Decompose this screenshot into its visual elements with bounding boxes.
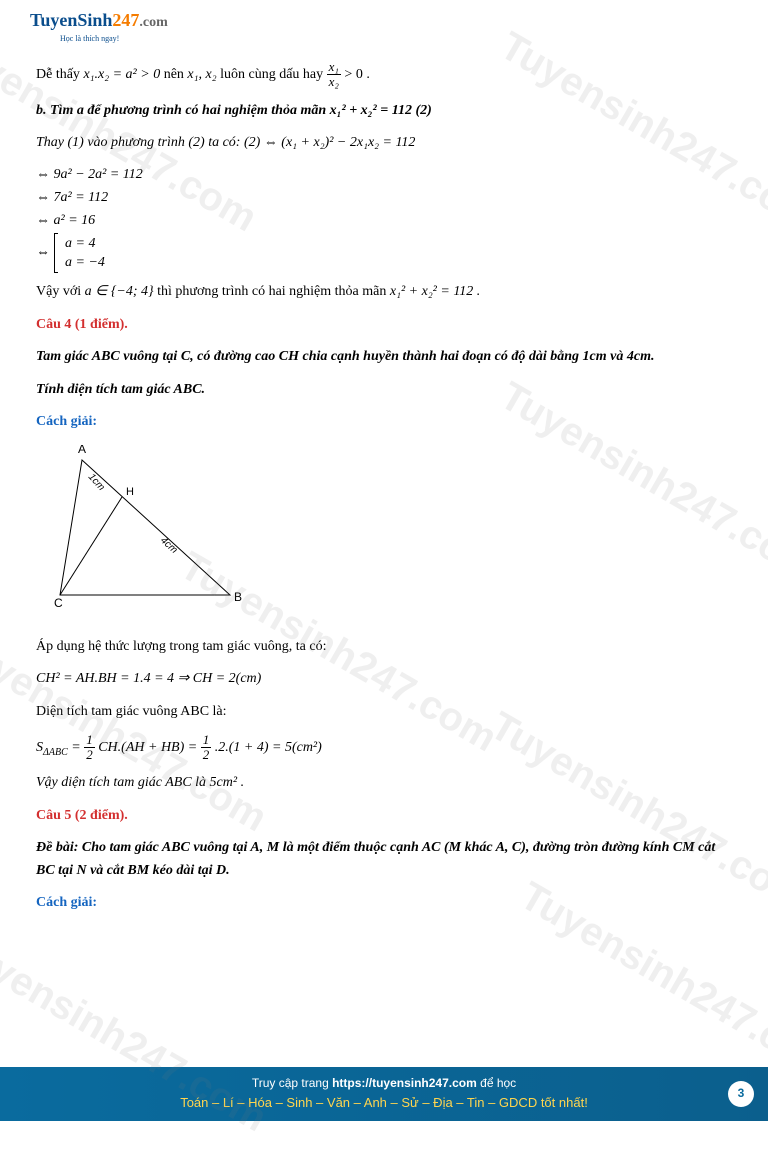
- expr: .2.(1 + 4) = 5(cm²): [215, 740, 322, 755]
- logo-247: 247: [112, 10, 139, 30]
- text: Dễ thấy: [36, 67, 83, 82]
- content: Dễ thấy x₁.x₂ = a² > 0 nên x₁, x₂ luôn c…: [0, 50, 768, 914]
- label-A: A: [78, 445, 86, 456]
- sub: ΔABC: [43, 747, 68, 758]
- fraction: x₁ x₂: [327, 60, 341, 90]
- label-C: C: [54, 596, 63, 610]
- text: b. Tìm a để phương trình có hai nghiệm t…: [36, 103, 330, 118]
- text: Vậy với: [36, 284, 85, 299]
- conclusion-line: Vậy với a ∈ {−4; 4} thì phương trình có …: [36, 281, 732, 303]
- eq: a = 4: [65, 234, 105, 254]
- text: nên: [164, 67, 188, 82]
- label-1cm: 1cm: [86, 472, 107, 493]
- math-expr: Thay (1) vào phương trình (2) ta có: (2)…: [36, 135, 415, 150]
- math-expr: x₁² + x₂² = 112 .: [390, 284, 480, 299]
- header: TuyenSinh247.com Học là thích ngay!: [0, 0, 768, 50]
- text: Truy cập trang: [252, 1076, 332, 1090]
- bracket-content: a = 4 a = −4: [61, 234, 105, 273]
- question-5-title: Câu 5 (2 điểm).: [36, 805, 732, 827]
- area-equation: SΔABC = 1 2 CH.(AH + HB) = 1 2 .2.(1 + 4…: [36, 733, 732, 763]
- text: luôn cùng dấu hay: [220, 67, 327, 82]
- fraction-half: 1 2: [84, 733, 95, 763]
- numerator: 1: [84, 733, 95, 748]
- substitution-line: Thay (1) vào phương trình (2) ta có: (2)…: [36, 132, 732, 154]
- question-5-text: Đề bài: Cho tam giác ABC vuông tại A, M …: [36, 837, 732, 882]
- fraction-half: 1 2: [201, 733, 212, 763]
- footer: Truy cập trang https://tuyensinh247.com …: [0, 1067, 768, 1121]
- page-number: 3: [728, 1081, 754, 1107]
- label-4cm: 4cm: [158, 535, 179, 556]
- logo-com: .com: [139, 15, 167, 30]
- math-expr: x₁.x₂ = a² > 0: [83, 67, 160, 82]
- apply-theorem: Áp dụng hệ thức lượng trong tam giác vuô…: [36, 636, 732, 658]
- numerator: x₁: [327, 60, 341, 75]
- text: để học: [480, 1076, 516, 1090]
- triangle-svg: A B C H 1cm 4cm: [40, 445, 260, 615]
- denominator: 2: [201, 748, 212, 762]
- logo-tuyen: Tuyen: [30, 10, 77, 30]
- equation-block: ⇔ 9a² − 2a² = 112 ⇔ 7a² = 112 ⇔ a² = 16 …: [36, 164, 732, 273]
- numerator: 1: [201, 733, 212, 748]
- solution-label: Cách giải:: [36, 411, 732, 433]
- eq: ⇔ a² = 16: [36, 210, 732, 231]
- logo-sinh: Sinh: [77, 10, 112, 30]
- conclusion-area: Vậy diện tích tam giác ABC là 5cm² .: [36, 772, 732, 794]
- text: thì phương trình có hai nghiệm thỏa mãn: [157, 284, 390, 299]
- text: Vậy diện tích tam giác ABC là 5cm² .: [36, 775, 244, 790]
- label-B: B: [234, 590, 242, 604]
- footer-top: Truy cập trang https://tuyensinh247.com …: [252, 1074, 516, 1093]
- area-label: Diện tích tam giác vuông ABC là:: [36, 701, 732, 723]
- bracket-icon: [54, 233, 58, 273]
- math-expr: x₁, x₂: [187, 67, 216, 82]
- math-expr: a ∈ {−4; 4}: [85, 284, 154, 299]
- eq: ⇔ 9a² − 2a² = 112: [36, 164, 732, 185]
- text: > 0 .: [344, 67, 369, 82]
- triangle-diagram: A B C H 1cm 4cm: [40, 445, 732, 623]
- solution-label: Cách giải:: [36, 892, 732, 914]
- eq: a = −4: [65, 253, 105, 273]
- part-b-title: b. Tìm a để phương trình có hai nghiệm t…: [36, 100, 732, 122]
- S: S: [36, 740, 43, 755]
- logo: TuyenSinh247.com Học là thích ngay!: [30, 6, 168, 46]
- eq-bracket: ⇔ a = 4 a = −4: [36, 233, 732, 273]
- footer-subjects: Toán – Lí – Hóa – Sinh – Văn – Anh – Sử …: [180, 1093, 588, 1114]
- intro-line: Dễ thấy x₁.x₂ = a² > 0 nên x₁, x₂ luôn c…: [36, 60, 732, 90]
- question-4-text: Tam giác ABC vuông tại C, có đường cao C…: [36, 346, 732, 368]
- math-expr: x₁² + x₂² = 112 (2): [330, 103, 432, 118]
- denominator: 2: [84, 748, 95, 762]
- question-4-title: Câu 4 (1 điểm).: [36, 314, 732, 336]
- logo-main: TuyenSinh247.com: [30, 6, 168, 35]
- eq: ⇔ 7a² = 112: [36, 187, 732, 208]
- ch-equation: CH² = AH.BH = 1.4 = 4 ⇒ CH = 2(cm): [36, 668, 732, 690]
- question-4-text2: Tính diện tích tam giác ABC.: [36, 379, 732, 401]
- denominator: x₂: [327, 75, 341, 89]
- expr: CH.(AH + HB) =: [98, 740, 201, 755]
- footer-url: https://tuyensinh247.com: [332, 1076, 477, 1090]
- label-H: H: [126, 486, 134, 498]
